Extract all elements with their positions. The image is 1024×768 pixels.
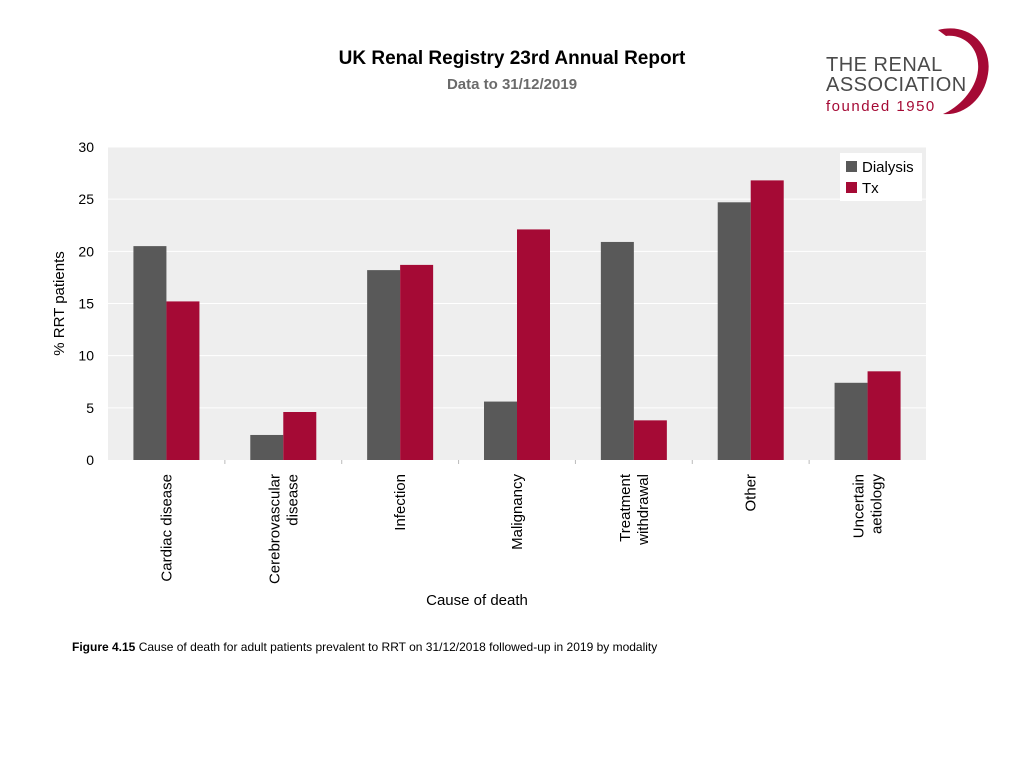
figure-caption-text: Cause of death for adult patients preval… — [138, 640, 658, 654]
y-axis-ticks: 0 5 10 15 20 25 30 — [78, 139, 94, 468]
bar-dialysis — [133, 246, 167, 460]
bars — [133, 180, 901, 460]
x-tick-label: Uncertain — [851, 474, 868, 538]
bar-tx — [517, 229, 550, 460]
x-tick-label: Other — [743, 474, 760, 512]
x-tick-label: Cerebrovascular — [266, 474, 283, 584]
legend-swatch-dialysis — [846, 161, 857, 172]
legend-label-dialysis: Dialysis — [862, 159, 914, 176]
y-tick-label: 20 — [78, 243, 94, 259]
figure-label: Figure 4.15 — [72, 640, 136, 654]
bar-tx — [283, 412, 317, 460]
bar-tx — [166, 301, 200, 460]
y-tick-label: 5 — [86, 400, 94, 416]
renal-association-logo: THE RENAL ASSOCIATION founded 1950 — [818, 24, 998, 120]
x-tick-label: Infection — [392, 474, 409, 531]
logo-swirl-icon — [938, 28, 989, 115]
bar-dialysis — [367, 270, 401, 460]
y-tick-label: 0 — [86, 452, 94, 468]
bar-dialysis — [717, 202, 751, 460]
x-tick-label: Cardiac disease — [158, 474, 175, 582]
y-tick-label: 10 — [78, 348, 94, 364]
bar-tx — [867, 371, 901, 460]
logo-line-3: founded 1950 — [826, 98, 936, 115]
x-axis-ticks: Cardiac disease Cerebrovascular disease Inf… — [158, 460, 886, 584]
x-axis-label: Cause of death — [426, 592, 528, 609]
bar-dialysis — [250, 434, 284, 460]
chart-legend: Dialysis Tx — [840, 153, 922, 201]
bar-tx — [400, 264, 434, 460]
legend-swatch-tx — [846, 182, 857, 193]
cause-of-death-chart: 0 5 10 15 20 25 30 Cardiac disease Cerebrovascu… — [51, 139, 926, 609]
legend-label-tx: Tx — [862, 180, 879, 197]
bar-dialysis — [834, 382, 868, 460]
report-title: UK Renal Registry 23rd Annual Report — [338, 48, 686, 69]
x-tick-label: Malignancy — [509, 474, 526, 550]
logo-line-2: ASSOCIATION — [826, 74, 967, 96]
x-tick-label: aetiology — [869, 474, 886, 535]
figure-caption: Figure 4.15 Cause of death for adult pat… — [72, 640, 657, 654]
x-tick-label: withdrawal — [635, 474, 652, 546]
report-subtitle: Data to 31/12/2019 — [446, 76, 578, 93]
bar-dialysis — [484, 401, 517, 460]
y-tick-label: 30 — [78, 139, 94, 155]
y-tick-label: 15 — [78, 296, 94, 312]
bar-dialysis — [600, 241, 634, 460]
bar-tx — [633, 420, 667, 460]
x-tick-label: disease — [284, 474, 301, 526]
logo-line-1: THE RENAL — [826, 54, 943, 76]
y-axis-label: % RRT patients — [51, 251, 68, 356]
bar-tx — [750, 180, 784, 460]
y-tick-label: 25 — [78, 191, 94, 207]
x-tick-label: Treatment — [617, 473, 634, 542]
